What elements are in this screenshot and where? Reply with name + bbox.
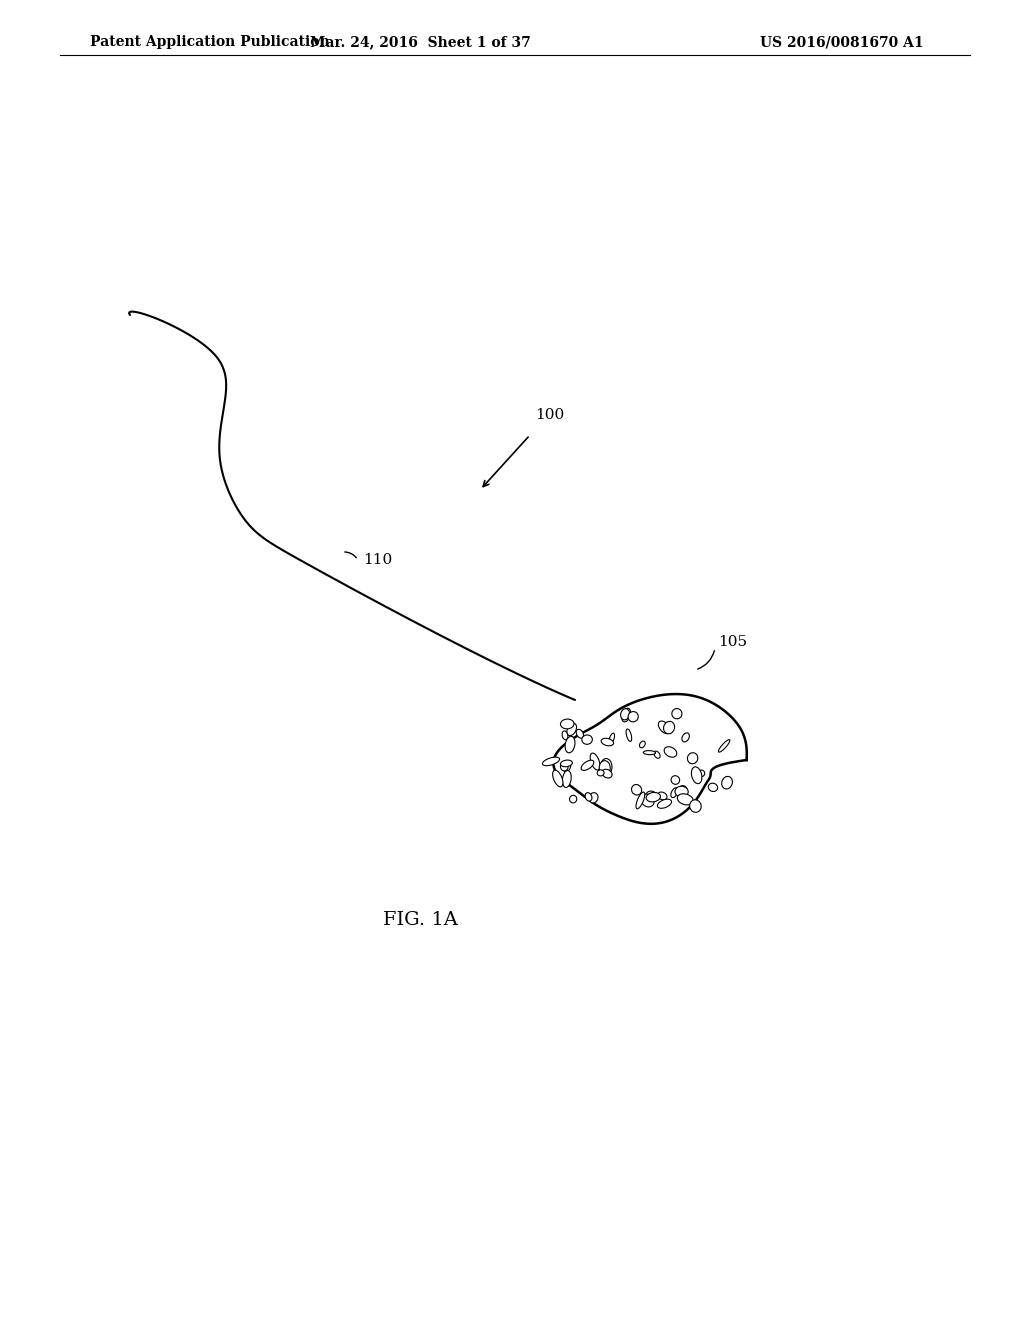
Ellipse shape xyxy=(722,776,732,789)
Ellipse shape xyxy=(698,770,705,776)
Ellipse shape xyxy=(687,752,697,764)
Ellipse shape xyxy=(565,737,575,752)
Ellipse shape xyxy=(560,760,572,767)
Ellipse shape xyxy=(677,793,693,805)
Ellipse shape xyxy=(553,770,563,787)
Ellipse shape xyxy=(562,771,571,788)
Ellipse shape xyxy=(671,776,680,784)
Ellipse shape xyxy=(543,758,559,766)
Ellipse shape xyxy=(658,721,670,734)
Ellipse shape xyxy=(643,751,655,755)
Ellipse shape xyxy=(691,767,701,784)
Ellipse shape xyxy=(589,793,598,803)
Ellipse shape xyxy=(665,747,677,758)
Ellipse shape xyxy=(602,770,612,777)
Text: Patent Application Publication: Patent Application Publication xyxy=(90,36,330,49)
Ellipse shape xyxy=(636,792,645,809)
Ellipse shape xyxy=(599,760,610,775)
Ellipse shape xyxy=(585,793,592,801)
Ellipse shape xyxy=(601,738,613,746)
Text: 105: 105 xyxy=(718,635,748,649)
Ellipse shape xyxy=(605,768,611,777)
Ellipse shape xyxy=(582,760,594,771)
Text: 110: 110 xyxy=(362,553,392,568)
Ellipse shape xyxy=(562,731,568,739)
Ellipse shape xyxy=(582,735,592,744)
Ellipse shape xyxy=(672,709,682,719)
Ellipse shape xyxy=(560,763,568,771)
Ellipse shape xyxy=(719,739,730,752)
Ellipse shape xyxy=(689,800,701,812)
Ellipse shape xyxy=(560,719,574,729)
Ellipse shape xyxy=(597,770,604,776)
Text: FIG. 1A: FIG. 1A xyxy=(383,911,458,929)
Ellipse shape xyxy=(664,722,675,734)
Ellipse shape xyxy=(639,741,645,748)
Ellipse shape xyxy=(569,795,577,803)
Text: Mar. 24, 2016  Sheet 1 of 37: Mar. 24, 2016 Sheet 1 of 37 xyxy=(309,36,530,49)
Ellipse shape xyxy=(626,729,632,742)
Ellipse shape xyxy=(609,733,614,744)
Ellipse shape xyxy=(709,783,718,792)
Ellipse shape xyxy=(628,711,638,722)
Ellipse shape xyxy=(621,709,630,719)
Ellipse shape xyxy=(671,788,678,797)
Ellipse shape xyxy=(577,730,584,738)
Ellipse shape xyxy=(622,709,631,722)
Ellipse shape xyxy=(657,792,667,800)
Ellipse shape xyxy=(600,759,612,775)
Ellipse shape xyxy=(679,785,687,793)
Text: US 2016/0081670 A1: US 2016/0081670 A1 xyxy=(760,36,924,49)
Ellipse shape xyxy=(657,799,672,808)
Text: 100: 100 xyxy=(535,408,564,422)
Polygon shape xyxy=(553,694,746,824)
Ellipse shape xyxy=(590,754,600,770)
Ellipse shape xyxy=(675,787,688,797)
Ellipse shape xyxy=(682,733,689,742)
Ellipse shape xyxy=(641,795,654,807)
Ellipse shape xyxy=(646,791,656,800)
Ellipse shape xyxy=(567,723,577,735)
Ellipse shape xyxy=(646,792,660,801)
Ellipse shape xyxy=(562,760,570,772)
Ellipse shape xyxy=(654,751,660,758)
Ellipse shape xyxy=(632,784,642,795)
